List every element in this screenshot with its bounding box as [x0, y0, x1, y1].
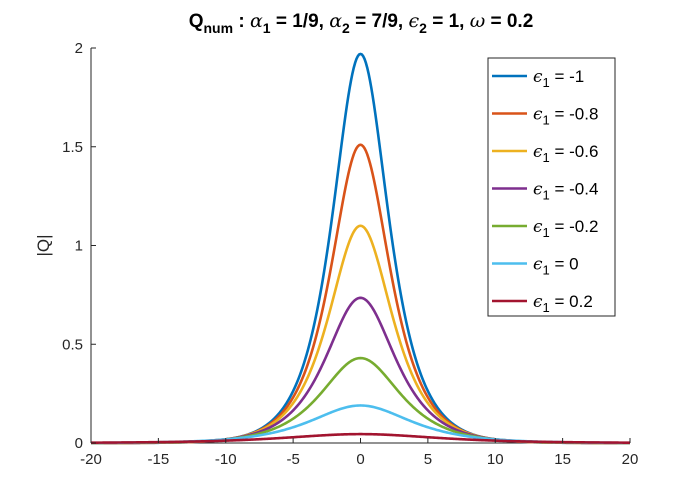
- x-tick-label: 10: [487, 451, 504, 468]
- chart-title: Qnum : α1 = 1/9, α2 = 7/9, ϵ2 = 1, ω = 0…: [189, 10, 534, 36]
- x-tick-label: -15: [148, 451, 170, 468]
- legend: ϵ1 = -1ϵ1 = -0.8ϵ1 = -0.6ϵ1 = -0.4ϵ1 = -…: [487, 57, 616, 317]
- legend-entry: ϵ1 = -0.2: [533, 217, 598, 240]
- y-axis-label: |Q|: [34, 234, 53, 256]
- title-subscript: 2: [342, 20, 350, 36]
- y-tick-label: 2: [75, 40, 83, 57]
- title-symbol: ω: [470, 10, 486, 32]
- x-tick-label: 0: [356, 451, 364, 468]
- legend-label: = -0.6: [550, 142, 599, 161]
- legend-symbol: ϵ: [533, 292, 543, 312]
- legend-subscript: 1: [543, 113, 550, 128]
- title-prefix: Q: [189, 11, 204, 32]
- legend-label: = 0.2: [550, 292, 593, 311]
- title-symbol: α: [250, 10, 263, 32]
- y-tick-label: 1.5: [62, 139, 83, 156]
- legend-subscript: 1: [543, 75, 550, 90]
- series-lines: [91, 52, 630, 445]
- legend-label: = -0.8: [550, 105, 599, 124]
- legend-label: = -0.2: [550, 217, 599, 236]
- legend-subscript: 1: [543, 263, 550, 278]
- legend-symbol: ϵ: [533, 180, 543, 200]
- legend-symbol: ϵ: [533, 255, 543, 275]
- y-tick-label: 0.5: [62, 336, 83, 353]
- title-symbol: α: [329, 10, 342, 32]
- title-text: :: [233, 11, 250, 32]
- series-line-6: [91, 432, 630, 444]
- legend-label: = -1: [550, 67, 585, 86]
- legend-entry: ϵ1 = -0.8: [533, 105, 598, 128]
- legend-subscript: 1: [543, 225, 550, 240]
- title-subscript: num: [203, 20, 233, 36]
- legend-symbol: ϵ: [533, 105, 543, 125]
- legend-box: [487, 57, 616, 317]
- y-tick-label: 0: [75, 435, 83, 452]
- legend-symbol: ϵ: [533, 142, 543, 162]
- title-text: = 0.2: [485, 11, 533, 32]
- title-subscript: 1: [263, 20, 271, 36]
- legend-entry: ϵ1 = -1: [533, 67, 584, 90]
- legend-entry: ϵ1 = -0.4: [533, 180, 598, 203]
- x-tick-label: 20: [622, 451, 639, 468]
- legend-label: = 0: [550, 255, 579, 274]
- x-tick-label: 15: [554, 451, 571, 468]
- x-tick-label: -20: [80, 451, 102, 468]
- x-tick-label: 5: [424, 451, 432, 468]
- legend-symbol: ϵ: [533, 217, 543, 237]
- y-tick-label: 1: [75, 238, 83, 255]
- title-symbol: ϵ: [408, 10, 419, 32]
- x-tick-label: -5: [286, 451, 299, 468]
- legend-entry: ϵ1 = -0.6: [533, 142, 598, 165]
- legend-entry: ϵ1 = 0: [533, 255, 579, 278]
- legend-subscript: 1: [543, 300, 550, 315]
- title-subscript: 2: [419, 20, 427, 36]
- title-text: = 7/9,: [350, 11, 409, 32]
- x-axis: -20 -15 -10 -5 0 5 10 15 20: [80, 438, 638, 468]
- y-axis: 0 0.5 1 1.5 2: [62, 40, 96, 452]
- legend-symbol: ϵ: [533, 67, 543, 87]
- title-text: = 1,: [427, 11, 470, 32]
- legend-subscript: 1: [543, 150, 550, 165]
- legend-subscript: 1: [543, 188, 550, 203]
- legend-entry: ϵ1 = 0.2: [533, 292, 593, 315]
- title-text: = 1/9,: [271, 11, 330, 32]
- x-tick-label: -10: [215, 451, 237, 468]
- legend-label: = -0.4: [550, 180, 599, 199]
